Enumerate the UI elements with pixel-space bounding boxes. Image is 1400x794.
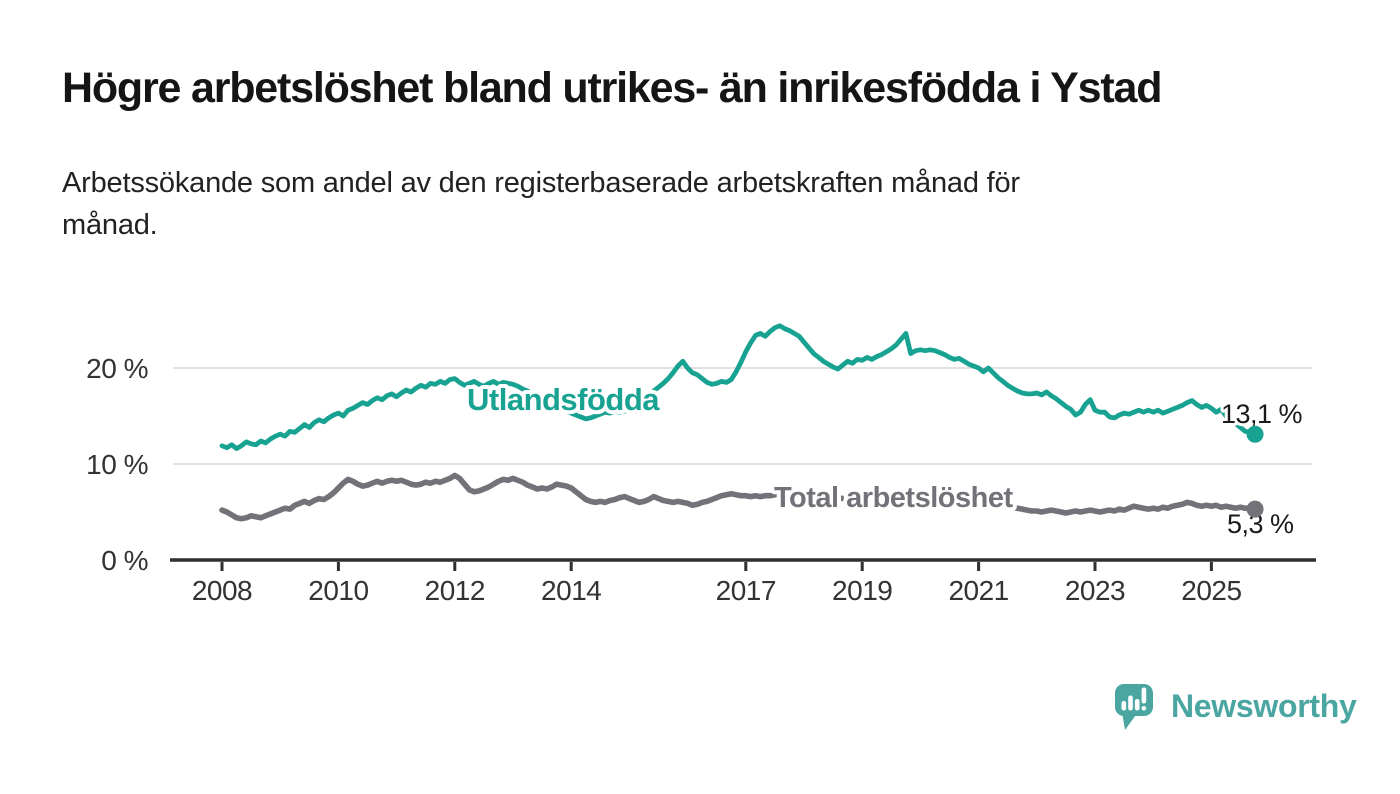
x-axis-tick-label: 2023 xyxy=(1065,575,1125,606)
newsworthy-logo-icon xyxy=(1115,684,1153,730)
series-label: Total arbetslöshet xyxy=(774,482,1013,514)
x-axis-tick-label: 2019 xyxy=(832,575,892,606)
y-axis-tick-label: 20 % xyxy=(86,353,148,384)
subtitle-line-1: Arbetssökande som andel av den registerb… xyxy=(62,167,1020,199)
series-line-total-arbetsloshet xyxy=(219,472,1258,522)
x-axis-tick-label: 2014 xyxy=(541,575,601,606)
x-axis-tick-label: 2025 xyxy=(1181,575,1241,606)
series-line-utlandsfodda xyxy=(219,323,1258,452)
chart-subtitle: Arbetssökande som andel av den registerb… xyxy=(62,162,1322,246)
speech-bubble-shape xyxy=(1115,684,1153,730)
page-title: Högre arbetslöshet bland utrikes- än inr… xyxy=(62,64,1162,112)
series-endpoint-dot xyxy=(1246,425,1264,443)
newsworthy-logo: Newsworthy xyxy=(1114,682,1357,732)
y-axis-tick-label: 10 % xyxy=(86,449,148,480)
newsworthy-logo-text: Newsworthy xyxy=(1171,688,1357,724)
x-axis-tick-label: 2021 xyxy=(948,575,1008,606)
x-axis-tick-label: 2012 xyxy=(425,575,485,606)
x-axis-tick-label: 2017 xyxy=(716,575,776,606)
x-axis-tick-label: 2008 xyxy=(192,575,252,606)
series-end-value: 13,1 % xyxy=(1221,399,1303,429)
series-endpoint-dot xyxy=(1246,500,1264,518)
line-chart: 0 % 10 % 20 % 2008 2010 2012 2014 2017 2019 2021 2… xyxy=(86,323,1316,606)
subtitle-line-2: månad. xyxy=(62,209,158,241)
series-label: Utlandsfödda xyxy=(467,382,660,417)
y-axis-tick-label: 0 % xyxy=(101,545,148,576)
bar-chart-glyph xyxy=(1121,687,1147,711)
x-axis-tick-label: 2010 xyxy=(308,575,368,606)
